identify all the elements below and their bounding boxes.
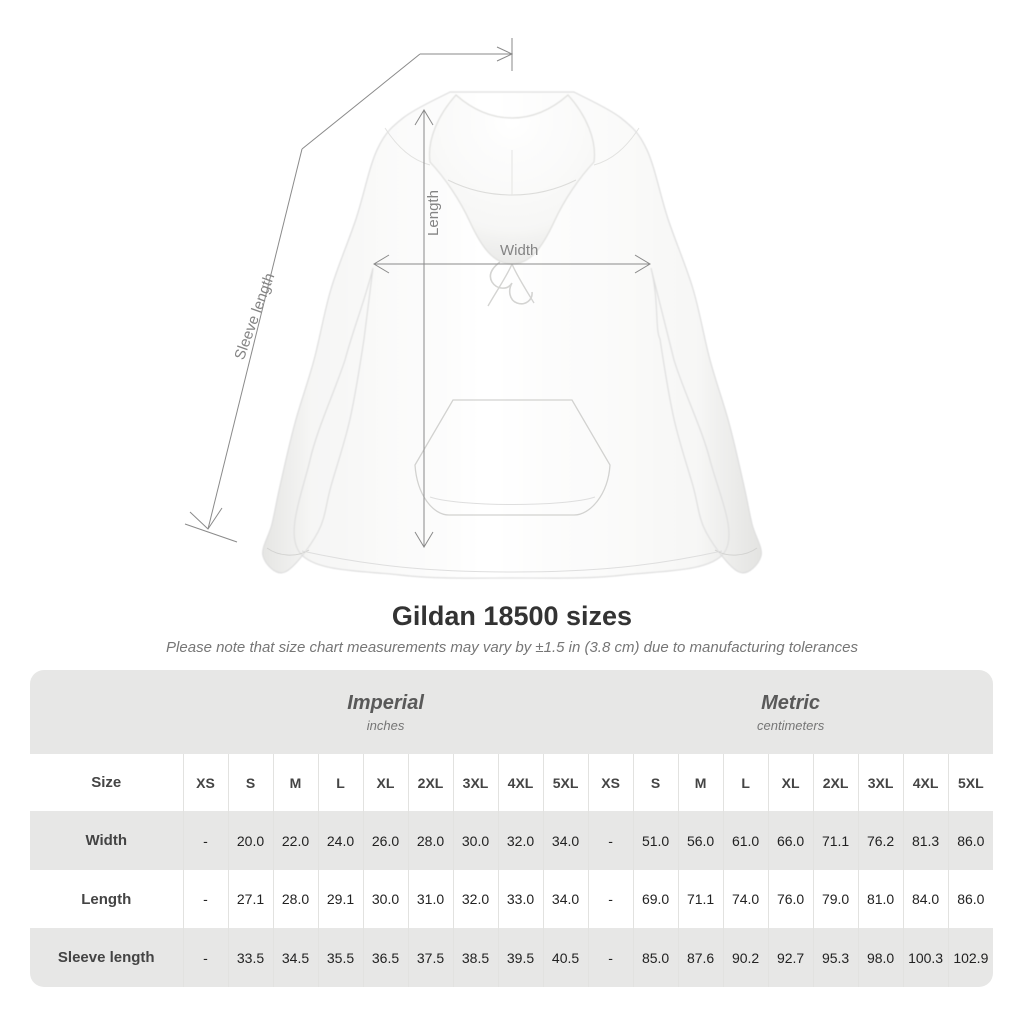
svg-text:Length: Length (425, 190, 442, 236)
svg-text:Width: Width (500, 242, 538, 259)
svg-text:Sleeve length: Sleeve length (231, 271, 278, 362)
